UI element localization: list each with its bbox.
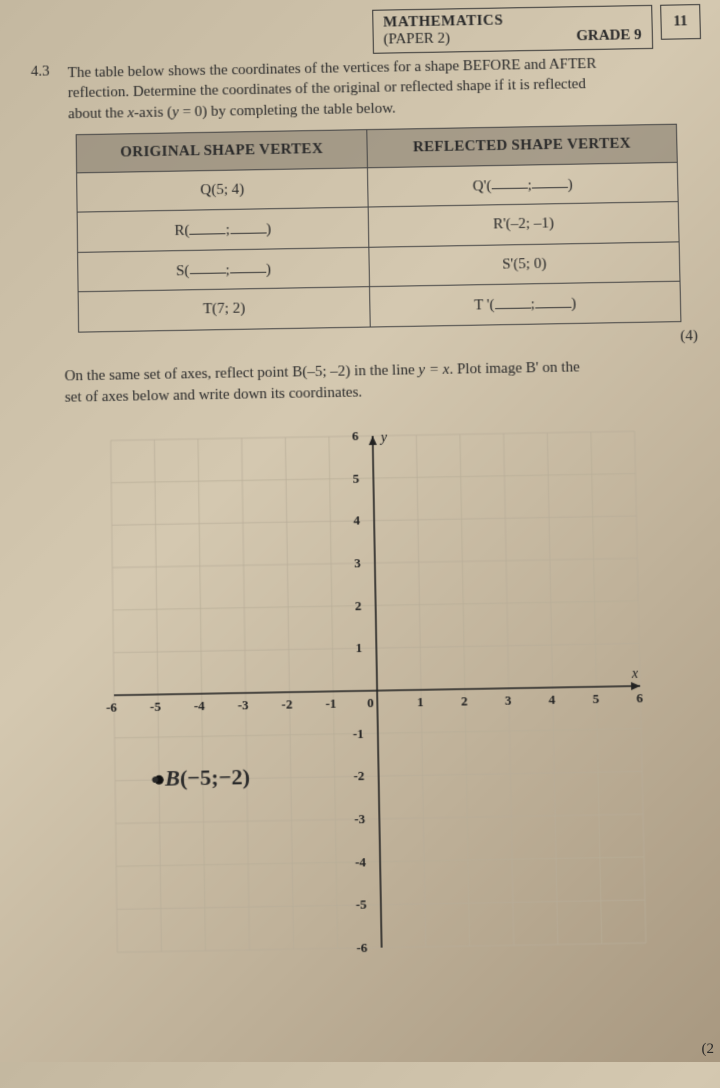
grade-label: GRADE 9 — [576, 27, 642, 45]
cell-r-original: R(;) — [77, 207, 369, 252]
blank-input[interactable] — [494, 295, 530, 309]
header-box: MATHEMATICS (PAPER 2) GRADE 9 — [372, 5, 653, 54]
q-line-2: reflection. Determine the coordinates of… — [68, 76, 586, 101]
svg-text:-4: -4 — [355, 853, 367, 869]
question-4-3: 4.3 The table below shows the coordinate… — [31, 52, 703, 125]
cell-q-original: Q(5; 4) — [77, 168, 368, 213]
svg-text:1: 1 — [355, 640, 362, 655]
cell-q-reflected: Q'(;) — [367, 162, 678, 207]
worksheet-page: MATHEMATICS (PAPER 2) GRADE 9 11 4.3 The… — [0, 0, 720, 1088]
blank-input[interactable] — [190, 220, 226, 234]
svg-text:-3: -3 — [354, 811, 366, 827]
col-header-reflected: REFLECTED SHAPE VERTEX — [367, 124, 678, 168]
blank-input[interactable] — [491, 175, 527, 189]
coordinate-graph: -6-5-4-3-2-10123456123456-1-2-3-4-5-6xy … — [90, 421, 666, 963]
svg-text:-2: -2 — [281, 696, 292, 712]
svg-text:6: 6 — [352, 428, 359, 443]
blank-input[interactable] — [535, 294, 571, 308]
blank-input[interactable] — [531, 175, 567, 189]
svg-text:5: 5 — [353, 470, 360, 485]
cell-s-reflected: S'(5; 0) — [369, 242, 680, 287]
svg-text:-1: -1 — [353, 725, 364, 741]
vertex-table: ORIGINAL SHAPE VERTEX REFLECTED SHAPE VE… — [76, 123, 682, 332]
page-number: 11 — [660, 4, 701, 40]
paper-label: (PAPER 2) — [383, 30, 450, 48]
svg-text:-4: -4 — [194, 697, 206, 713]
svg-text:4: 4 — [353, 512, 360, 527]
svg-text:4: 4 — [549, 691, 556, 706]
point-b-label: ● B(−5;−2) — [151, 764, 250, 792]
question-number: 4.3 — [31, 63, 51, 124]
question-text: The table below shows the coordinates of… — [67, 54, 597, 124]
svg-text:-2: -2 — [353, 768, 364, 784]
svg-text:3: 3 — [505, 692, 512, 707]
cell-r-reflected: R'(–2; –1) — [368, 202, 679, 247]
svg-text:1: 1 — [417, 694, 424, 709]
svg-text:0: 0 — [367, 695, 374, 710]
svg-text:3: 3 — [354, 555, 361, 570]
header-row: MATHEMATICS (PAPER 2) GRADE 9 11 — [30, 4, 701, 60]
blank-input[interactable] — [189, 260, 225, 274]
cell-t-original: T(7; 2) — [78, 287, 370, 332]
q-line-3: about the x-axis (y = 0) by completing t… — [68, 100, 396, 122]
svg-text:-1: -1 — [325, 695, 336, 711]
blank-input[interactable] — [230, 259, 266, 273]
col-header-original: ORIGINAL SHAPE VERTEX — [76, 129, 367, 172]
graph-svg: -6-5-4-3-2-10123456123456-1-2-3-4-5-6xy — [90, 421, 666, 963]
svg-text:2: 2 — [461, 693, 468, 708]
svg-text:-5: -5 — [150, 698, 162, 714]
marks-4-3: (4) — [34, 327, 708, 356]
svg-text:5: 5 — [592, 691, 599, 706]
svg-text:-6: -6 — [106, 699, 118, 715]
svg-text:-3: -3 — [238, 697, 250, 713]
svg-text:x: x — [631, 666, 639, 681]
cell-t-reflected: T '(;) — [369, 281, 680, 326]
cell-s-original: S(;) — [78, 247, 370, 292]
svg-text:6: 6 — [636, 690, 643, 705]
marks-bottom: (2 — [702, 1041, 715, 1058]
svg-text:-6: -6 — [356, 939, 368, 955]
svg-text:2: 2 — [355, 597, 362, 612]
sub-question: On the same set of axes, reflect point B… — [64, 355, 699, 409]
blank-input[interactable] — [230, 220, 266, 234]
svg-text:-5: -5 — [356, 896, 368, 912]
svg-text:y: y — [379, 430, 388, 445]
